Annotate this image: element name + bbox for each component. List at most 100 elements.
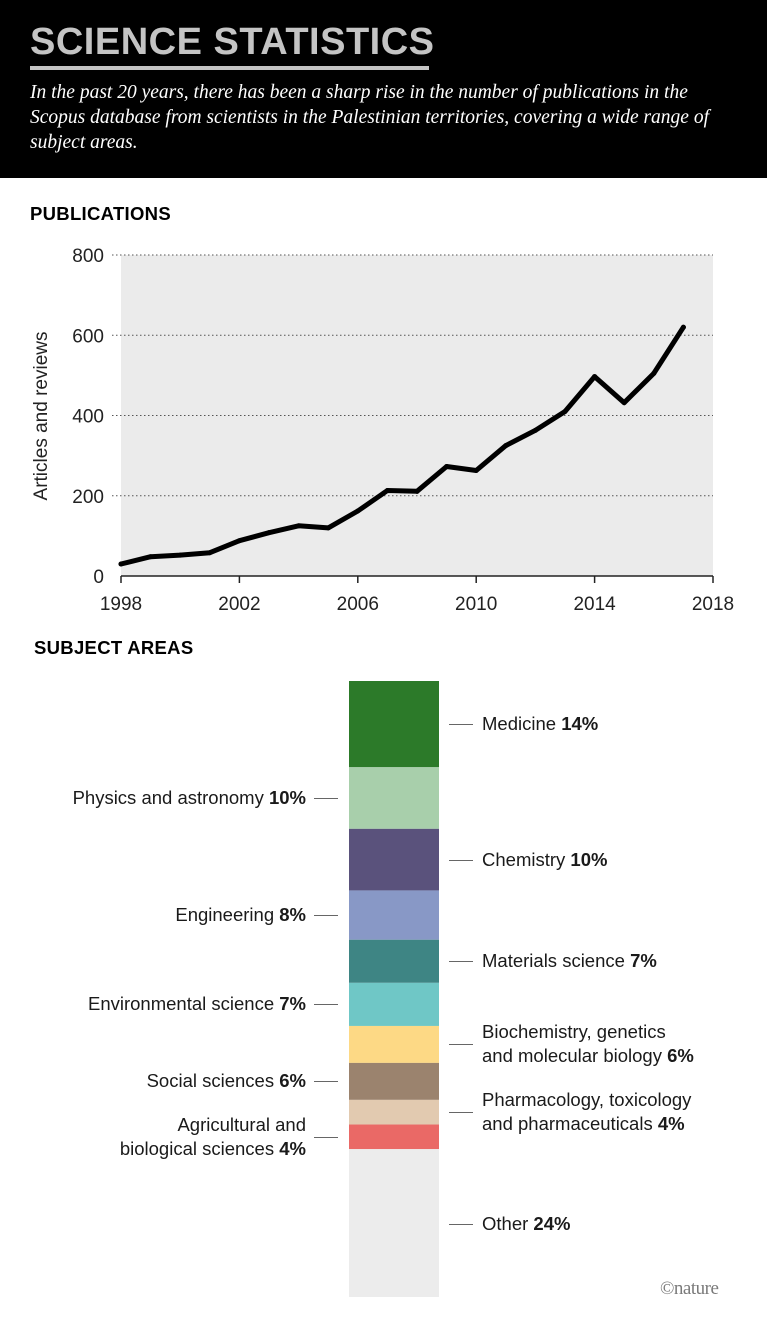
data-point	[414, 488, 420, 494]
subject-percent: 4%	[279, 1138, 306, 1159]
y-tick-label: 0	[93, 567, 104, 588]
data-point	[325, 525, 331, 531]
publications-series-line	[118, 324, 686, 567]
y-tick-label: 200	[72, 487, 104, 508]
subject-label: Materials science 7%	[482, 949, 657, 973]
subject-label: Social sciences 6%	[147, 1069, 306, 1093]
segment-other	[349, 1149, 439, 1297]
y-tick-label: 800	[72, 246, 104, 267]
segment-materials-science	[349, 939, 439, 983]
subject-percent: 6%	[667, 1045, 694, 1066]
subject-percent: 10%	[570, 849, 608, 870]
x-tick-label: 2002	[218, 594, 260, 615]
y-axis-label: Articles and reviews	[31, 332, 52, 501]
subject-name: Social sciences	[146, 1070, 275, 1091]
data-point	[444, 463, 450, 469]
label-leader-line	[449, 724, 473, 725]
data-point	[148, 554, 154, 560]
nature-credit: ©nature	[660, 1278, 719, 1299]
data-point	[473, 467, 479, 473]
subject-label: Physics and astronomy 10%	[73, 786, 306, 810]
data-point	[651, 370, 657, 376]
subject-name: Environmental science	[87, 993, 275, 1014]
data-point	[236, 538, 242, 544]
segment-pharmacology-toxicology-and-pharmaceuticals	[349, 1099, 439, 1125]
title-underline	[30, 66, 429, 70]
subject-percent: 24%	[533, 1213, 571, 1234]
subject-name: Agricultural and	[177, 1114, 306, 1135]
data-point	[680, 324, 686, 330]
subject-label: Pharmacology, toxicology and pharmaceutic…	[482, 1088, 691, 1136]
subject-label: Medicine 14%	[482, 712, 598, 736]
page-title: SCIENCE STATISTICS	[30, 21, 435, 63]
x-tick-label: 1998	[100, 594, 142, 615]
label-leader-line	[449, 1044, 473, 1045]
subject-name: Other	[482, 1213, 529, 1234]
label-leader-line	[449, 1224, 473, 1225]
label-leader-line	[314, 1004, 338, 1005]
label-leader-line	[314, 915, 338, 916]
subject-name: Medicine	[482, 713, 557, 734]
x-tick-label: 2014	[573, 594, 616, 615]
segment-social-sciences	[349, 1062, 439, 1100]
subject-name: Chemistry	[482, 849, 566, 870]
data-point	[503, 443, 509, 449]
subject-name: Pharmacology, toxicology	[482, 1089, 692, 1110]
subject-label: Other 24%	[482, 1212, 570, 1236]
subject-label: Engineering 8%	[175, 903, 306, 927]
label-leader-line	[449, 961, 473, 962]
data-point	[532, 427, 538, 433]
segment-physics-and-astronomy	[349, 767, 439, 829]
subject-name: Physics and astronomy	[72, 787, 264, 808]
subject-label: Chemistry 10%	[482, 848, 607, 872]
segment-engineering	[349, 890, 439, 940]
label-leader-line	[314, 1137, 338, 1138]
label-leader-line	[449, 1112, 473, 1113]
subject-percent: 14%	[561, 713, 599, 734]
subject-name: and pharmaceuticals	[482, 1113, 653, 1134]
data-point	[621, 400, 627, 406]
segment-biochemistry-genetics-and-molecular-biology	[349, 1025, 439, 1063]
subject-percent: 4%	[657, 1113, 685, 1134]
y-tick-label: 600	[72, 326, 104, 347]
x-tick-label: 2010	[455, 594, 497, 615]
subject-areas-section-title: SUBJECT AREAS	[34, 637, 194, 658]
subject-percent: 10%	[268, 787, 306, 808]
x-tick-label: 2006	[337, 594, 379, 615]
data-point	[355, 508, 361, 514]
data-point	[207, 550, 213, 556]
subject-percent: 6%	[279, 1070, 306, 1091]
data-point	[118, 561, 124, 567]
data-point	[296, 523, 302, 529]
segment-chemistry	[349, 828, 439, 891]
subject-percent: 8%	[279, 904, 306, 925]
label-leader-line	[449, 860, 473, 861]
subject-name: Biochemistry, genetics	[482, 1021, 666, 1042]
page-subtitle: In the past 20 years, there has been a s…	[30, 82, 710, 153]
subject-percent: 7%	[630, 950, 657, 971]
subject-name: biological sciences	[119, 1138, 275, 1159]
subject-name: and molecular biology	[482, 1045, 662, 1066]
y-tick-label: 400	[72, 407, 104, 428]
segment-medicine	[349, 681, 439, 768]
data-point	[562, 408, 568, 414]
label-leader-line	[314, 1081, 338, 1082]
subject-name: Engineering	[175, 904, 275, 925]
header-banner: SCIENCE STATISTICS In the past 20 years,…	[0, 0, 767, 178]
subject-label: Biochemistry, genetics and molecular biol…	[482, 1020, 694, 1068]
data-point	[177, 552, 183, 558]
subject-percent: 7%	[279, 993, 306, 1014]
subject-label: Environmental science 7%	[88, 992, 306, 1016]
segment-agricultural-and-biological-sciences	[349, 1124, 439, 1150]
x-tick-label: 2018	[692, 594, 734, 615]
data-point	[384, 488, 390, 494]
subject-name: Materials science	[482, 950, 625, 971]
publications-section-title: PUBLICATIONS	[30, 203, 171, 224]
data-point	[592, 374, 598, 380]
publications-line-chart: 0 200 400 600 800 1998 2002 2006 2010 2014 2018 Art…	[31, 246, 734, 615]
data-point	[266, 530, 272, 536]
label-leader-line	[314, 798, 338, 799]
subject-label: Agricultural and biological sciences 4%	[120, 1113, 306, 1161]
segment-environmental-science	[349, 982, 439, 1026]
